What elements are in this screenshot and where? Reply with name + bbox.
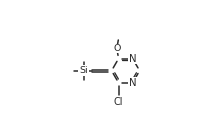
Text: O: O [113,44,120,53]
Text: Si: Si [79,66,87,75]
Text: N: N [128,78,136,88]
Text: N: N [128,54,136,64]
Text: Cl: Cl [113,96,123,107]
